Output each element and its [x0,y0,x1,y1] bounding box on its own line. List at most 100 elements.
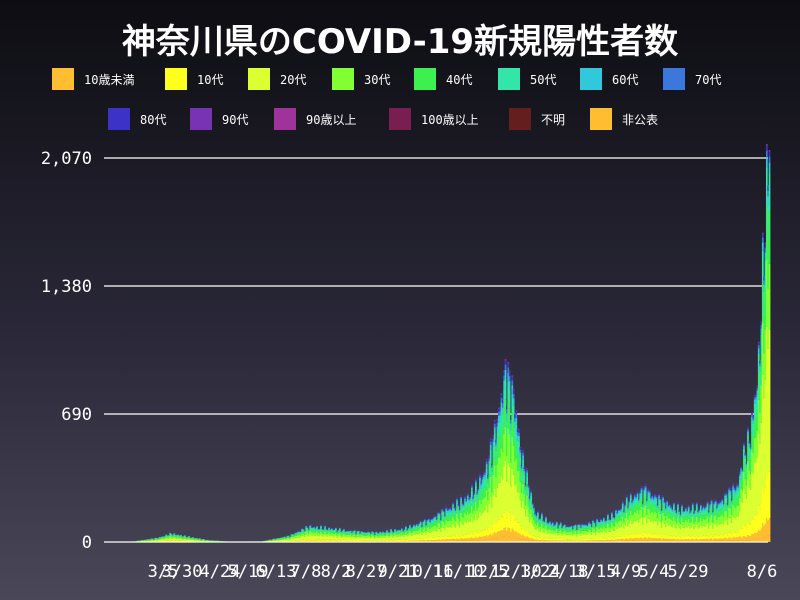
bar-segment [374,537,376,539]
bar-segment [706,501,709,503]
bar-segment [675,518,678,523]
bar-segment [643,490,646,494]
bar-segment [313,528,316,530]
bar-segment [456,498,458,499]
bar-segment [561,530,563,533]
bar-segment [497,519,500,532]
bar-segment [178,538,181,541]
bar-segment [713,502,716,503]
bar-segment [581,533,584,539]
bar-segment [677,538,679,541]
bar-segment [644,540,647,542]
bar-segment [558,530,561,535]
bar-segment [609,540,612,542]
bar-segment [659,522,662,535]
bar-segment [732,496,735,506]
bar-segment [153,540,155,542]
bar-segment [651,497,654,500]
bar-segment [163,539,166,541]
bar-segment [572,533,574,537]
bar-segment [617,516,620,522]
bar-segment [713,502,716,505]
bar-segment [387,533,390,536]
bar-segment [559,533,562,539]
bar-segment [745,537,748,541]
bar-segment [499,519,502,532]
bar-segment [704,510,706,515]
bar-segment [616,536,619,540]
bar-segment [650,497,652,499]
bar-segment [701,539,704,541]
bar-segment [663,509,666,516]
bar-segment [714,499,717,501]
bar-segment [739,471,741,473]
bar-segment [172,540,174,542]
bar-segment [361,533,364,536]
bar-segment [667,508,670,513]
bar-segment [312,539,314,541]
bar-segment [491,480,493,493]
bar-segment [652,534,655,539]
bar-segment [628,501,631,503]
bar-segment [417,534,419,540]
bar-segment [681,506,683,509]
bar-segment [324,527,326,530]
bar-segment [511,537,514,542]
bar-segment [704,514,706,520]
bar-segment [597,540,600,542]
bar-segment [566,531,569,535]
bar-segment [685,539,687,541]
bar-segment [699,517,702,526]
bar-segment [503,536,506,542]
bar-segment [659,540,662,542]
bar-segment [527,537,530,541]
bar-segment [726,517,729,525]
bar-segment [611,522,613,529]
bar-segment [197,539,200,540]
bar-segment [430,523,433,528]
bar-segment [367,533,370,536]
bar-segment [460,496,462,498]
bar-segment [480,481,483,483]
bar-segment [690,536,693,540]
bar-segment [306,530,309,533]
bar-segment [682,539,685,542]
bar-segment [708,511,710,512]
bar-segment [495,533,497,539]
bar-segment [586,534,589,540]
bar-segment [322,540,325,542]
bar-segment [303,531,306,532]
bar-segment [395,541,398,542]
bar-segment [402,540,405,542]
bar-segment [573,526,576,529]
bar-segment [729,518,732,533]
bar-segment [555,522,558,524]
bar-segment [330,539,333,541]
bar-segment [441,508,444,510]
bar-segment [752,436,755,453]
bar-segment [349,541,352,542]
bar-segment [664,514,667,520]
bar-segment [570,527,573,529]
bar-segment [334,528,337,529]
bar-segment [628,538,631,541]
bar-segment [454,509,457,510]
bar-segment [737,516,740,533]
bar-segment [409,540,411,542]
bar-segment [728,517,730,533]
bar-segment [503,528,506,537]
bar-segment [538,520,541,524]
bar-segment [192,537,194,539]
bar-segment [196,539,198,541]
bar-segment [287,536,290,538]
bar-segment [683,539,686,542]
bar-segment [328,535,330,540]
bar-segment [278,540,281,542]
bar-segment [629,495,632,498]
bar-segment [438,518,441,524]
bar-segment [756,513,759,533]
bar-segment [584,526,586,529]
bar-segment [387,537,390,541]
bar-segment [763,291,766,318]
bar-segment [473,491,476,493]
